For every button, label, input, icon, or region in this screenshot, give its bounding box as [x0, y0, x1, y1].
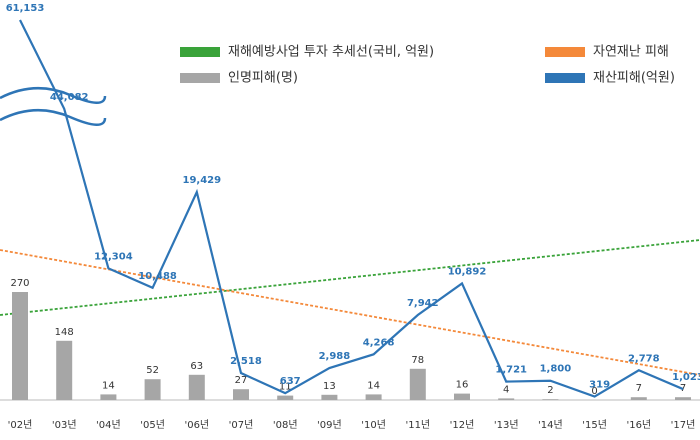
bar: [498, 398, 515, 400]
bar-label: 27: [235, 375, 248, 386]
bar-label: 148: [55, 327, 74, 338]
line-label: 2,988: [319, 351, 351, 362]
bar-label: 11: [279, 382, 292, 393]
x-tick-label: '03년: [52, 419, 77, 431]
legend-swatch: [545, 47, 585, 57]
bar: [321, 394, 338, 400]
bar: [630, 397, 647, 400]
legend-label: 재해예방사업 투자 추세선(국비, 억원): [228, 45, 434, 60]
x-tick-label: '13년: [494, 419, 519, 431]
bar: [100, 394, 117, 400]
line-label: 2,778: [628, 353, 660, 364]
line-label: 1,023: [672, 372, 700, 383]
bar: [233, 389, 249, 400]
bar-label: 270: [10, 278, 29, 289]
x-tick-label: '10년: [361, 419, 386, 431]
x-tick-label: '04년: [96, 419, 121, 431]
bar-label: 13: [323, 381, 336, 392]
x-tick-label: '12년: [450, 419, 475, 431]
bar: [365, 394, 382, 400]
x-tick-label: '06년: [184, 419, 209, 431]
bar-label: 7: [636, 383, 642, 394]
x-tick-label: '11년: [405, 419, 430, 431]
line-label: 637: [280, 376, 301, 387]
legend-swatch: [180, 73, 220, 83]
bar-label: 63: [190, 361, 203, 372]
bar: [277, 395, 294, 400]
line-label: 7,942: [407, 298, 439, 309]
line-label: 19,429: [183, 175, 222, 186]
bar: [144, 379, 161, 400]
x-tick-label: '14년: [538, 419, 563, 431]
line-label: 10,892: [448, 266, 487, 277]
x-tick-label: '17년: [671, 419, 696, 431]
line-label: 61,153: [6, 3, 45, 14]
line-label: 12,304: [94, 251, 133, 262]
x-tick-label: '07년: [229, 419, 254, 431]
bar-label: 52: [146, 365, 159, 376]
line-label: 44,082: [50, 92, 89, 103]
x-tick-label: '15년: [582, 419, 607, 431]
bar-label: 0: [591, 386, 597, 397]
bar-label: 14: [102, 380, 115, 391]
line-label: 10,488: [138, 271, 177, 282]
legend-swatch: [545, 73, 585, 83]
legend-label: 자연재난 피해: [593, 45, 669, 60]
bar-label: 16: [456, 380, 469, 391]
line-label: 1,721: [495, 365, 527, 376]
line: [19, 19, 684, 398]
bar: [454, 393, 470, 400]
line-label: 319: [589, 380, 610, 391]
trend-line: [0, 249, 700, 376]
bar-label: 2: [547, 385, 553, 396]
x-tick-label: '08년: [273, 419, 298, 431]
bar: [542, 399, 559, 400]
x-tick-label: '02년: [8, 419, 33, 431]
bar: [12, 292, 28, 400]
axis-break: [0, 108, 107, 126]
trend-line: [0, 239, 700, 316]
line-label: 4,268: [363, 337, 395, 348]
line-label: 2,518: [230, 356, 262, 367]
bar: [188, 374, 205, 400]
legend-label: 재산피해(억원): [593, 71, 675, 86]
bar-label: 14: [367, 380, 380, 391]
x-tick-label: '05년: [140, 419, 165, 431]
bar-label: 78: [411, 355, 424, 366]
x-tick-label: '09년: [317, 419, 342, 431]
bar-label: 4: [503, 384, 509, 395]
x-tick-label: '16년: [626, 419, 651, 431]
legend-swatch: [180, 47, 220, 57]
line-label: 1,800: [540, 364, 572, 375]
bar: [56, 340, 73, 400]
axis-break: [0, 86, 107, 104]
bar: [675, 397, 691, 400]
bar: [409, 368, 426, 400]
legend-label: 인명피해(명): [228, 71, 298, 86]
